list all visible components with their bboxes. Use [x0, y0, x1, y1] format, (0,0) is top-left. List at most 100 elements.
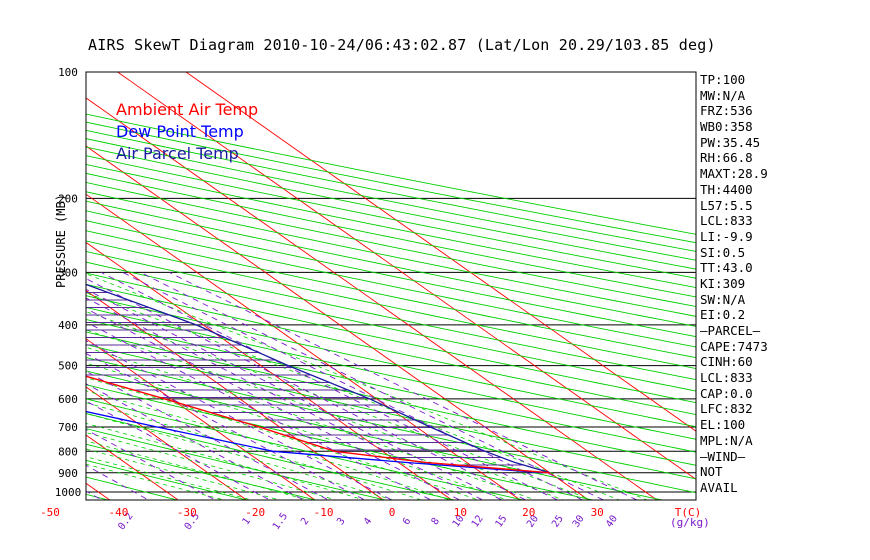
stability-index-row: MW:N/A — [700, 87, 746, 103]
bottom-temp-tick-label: 10 — [454, 506, 467, 519]
stability-index-row: RH:66.8 — [700, 150, 753, 166]
mixing-ratio-line — [86, 353, 366, 500]
stability-index-row: FRZ:536 — [700, 103, 753, 119]
dry-adiabat-line — [86, 443, 318, 500]
pressure-tick-label: 800 — [58, 445, 78, 458]
stability-index-row: SW:N/A — [700, 291, 746, 307]
bottom-temp-tick-label: 30 — [591, 506, 604, 519]
stability-index-row: WB0:358 — [700, 119, 753, 135]
isotherm-line — [0, 53, 55, 510]
stability-index-row: CINH:60 — [700, 354, 753, 370]
stability-index-row: CAPE:7473 — [700, 338, 768, 354]
dry-adiabat-line — [86, 155, 696, 279]
moist-adiabat-line — [86, 423, 366, 500]
mixing-ratio-tick-label: 15 — [494, 513, 510, 529]
bottom-temp-tick-label: -10 — [314, 506, 334, 519]
pressure-tick-label: 400 — [58, 319, 78, 332]
bottom-temp-tick-label: 20 — [522, 506, 535, 519]
pressure-tick-label: 100 — [58, 66, 78, 79]
dry-adiabat-line — [86, 220, 696, 348]
bottom-temp-tick-label: -40 — [108, 506, 128, 519]
mixing-ratio-line — [86, 297, 484, 500]
moist-adiabat-line — [86, 292, 621, 500]
bottom-temp-tick-label: 0 — [389, 506, 396, 519]
dry-adiabat-line — [86, 306, 696, 440]
mixing-ratio-tick-label: 25 — [550, 513, 566, 529]
legend-dew-point-temp: Dew Point Temp — [116, 122, 244, 141]
moist-adiabat-line — [86, 456, 254, 500]
bottom-axis-unit-label: T(C) — [675, 506, 702, 519]
stability-index-row: SI:0.5 — [700, 244, 746, 260]
bottom-temp-tick-label: -20 — [245, 506, 265, 519]
pressure-tick-label: 500 — [58, 360, 78, 373]
dry-adiabat-line — [86, 200, 696, 327]
dry-adiabat-line — [86, 230, 696, 359]
mixing-ratio-unit-label: (g/kg) — [670, 516, 710, 529]
mixing-ratio-tick-label: 6 — [401, 516, 413, 527]
moist-adiabat-line — [86, 311, 593, 500]
dry-adiabat-line — [86, 319, 696, 453]
stability-index-row: TT:43.0 — [700, 260, 753, 276]
stability-index-row: —WIND— — [700, 448, 746, 464]
stability-index-row: LI:-9.9 — [700, 228, 753, 244]
stability-index-row: MAXT:28.9 — [700, 166, 768, 182]
mixing-ratio-line — [100, 271, 559, 500]
mixing-ratio-line — [86, 278, 527, 500]
pressure-tick-label: 600 — [58, 393, 78, 406]
dew-point-temp-curve — [86, 410, 544, 474]
isotherm-line — [86, 145, 590, 500]
chart-title: AIRS SkewT Diagram 2010-10-24/06:43:02.8… — [88, 36, 716, 54]
dry-adiabat-line — [86, 182, 696, 307]
dry-adiabat-line — [86, 240, 696, 370]
legend-ambient-air-temp: Ambient Air Temp — [116, 100, 258, 119]
mixing-ratio-tick-label: 3 — [335, 516, 347, 527]
dry-adiabat-line — [86, 210, 696, 338]
stability-index-row: —PARCEL— — [700, 323, 761, 338]
moist-adiabat-line — [86, 463, 226, 500]
dry-adiabat-line — [86, 163, 696, 289]
dry-adiabat-line — [86, 138, 696, 261]
mixing-ratio-line — [86, 428, 217, 500]
isotherm-line — [86, 193, 521, 500]
mixing-ratio-tick-label: 2 — [299, 516, 311, 527]
stability-index-row: EI:0.2 — [700, 307, 746, 323]
dry-adiabat-line — [86, 398, 526, 500]
dry-adiabat-line — [86, 129, 696, 252]
moist-adiabat-line — [86, 432, 338, 500]
air-parcel-temp-curve — [86, 283, 551, 474]
stability-index-row: NOT — [700, 464, 723, 480]
mixing-ratio-line — [86, 400, 271, 500]
dry-adiabat-line — [86, 413, 457, 500]
pressure-tick-label: 300 — [58, 266, 78, 279]
stability-index-row: L57:5.5 — [700, 197, 753, 213]
mixing-ratio-tick-label: 4 — [362, 516, 374, 527]
isotherm-line — [185, 72, 696, 432]
dry-adiabat-line — [86, 272, 696, 404]
legend-label: Ambient Air Temp — [116, 100, 259, 119]
dry-adiabat-line — [86, 191, 696, 317]
mixing-ratio-tick-label: 12 — [470, 513, 486, 529]
stability-index-row: TP:100 — [700, 72, 746, 87]
pressure-tick-label: 900 — [58, 467, 78, 480]
moist-adiabat-line — [86, 377, 480, 500]
stability-index-row: LCL:833 — [700, 213, 753, 229]
mixing-ratio-line — [86, 288, 503, 500]
bottom-temp-tick-label: -30 — [177, 506, 197, 519]
dry-adiabat-line — [86, 295, 696, 428]
legend-label: Dew Point Temp — [116, 122, 244, 141]
dry-adiabat-line — [86, 476, 180, 500]
y-axis-label: PRESSURE (MB) — [54, 194, 68, 288]
mixing-ratio-line — [86, 321, 432, 500]
mixing-ratio-line — [140, 271, 605, 500]
isotherm-line — [86, 338, 316, 500]
stability-index-row: CAP:0.0 — [700, 385, 753, 401]
stability-index-row: LFC:832 — [700, 401, 753, 417]
legend-air-parcel-temp: Air Parcel Temp — [116, 144, 239, 163]
mixing-ratio-tick-label: 1 — [241, 516, 253, 527]
stability-indices-panel: TP:100 MW:N/A FRZ:536 WB0:358 PW:35.45 RH:66.… — [700, 72, 768, 496]
isotherm-line — [86, 241, 453, 500]
moist-adiabat-line — [86, 329, 565, 500]
isotherm-line — [86, 386, 248, 500]
stability-index-row: TH:4400 — [700, 181, 753, 197]
